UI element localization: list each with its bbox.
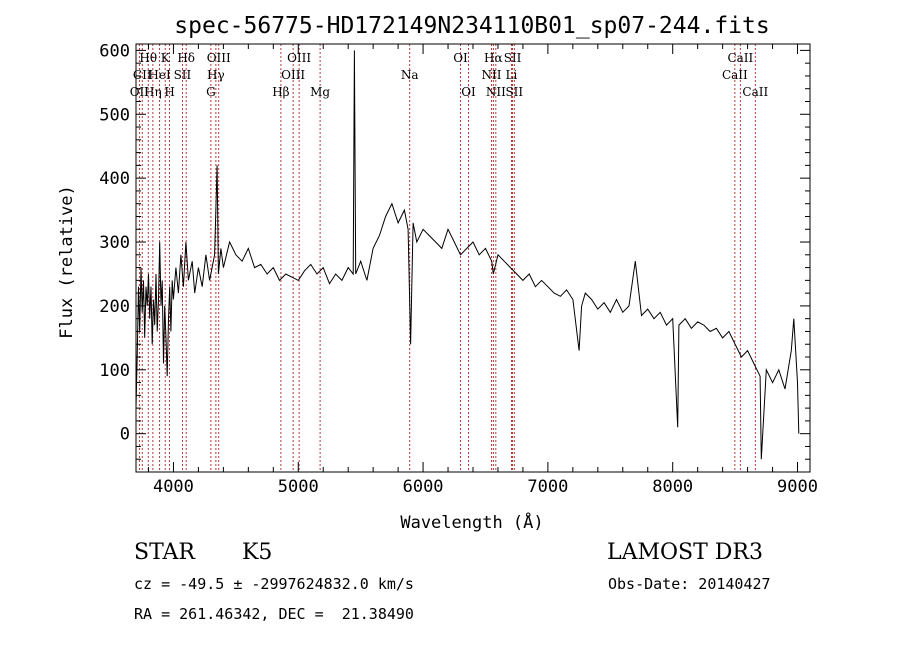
line-label-6: H: [164, 85, 174, 99]
line-label-4: HeI: [148, 68, 171, 82]
y-tick-label-5: 500: [99, 105, 130, 125]
x-axis-label: Wavelength (Å): [400, 511, 543, 533]
x-tick-label-4: 8000: [652, 477, 693, 497]
line-label-11: OIII: [207, 51, 231, 65]
line-label-15: Mg: [310, 85, 330, 99]
survey-name: LAMOST DR3: [607, 540, 763, 565]
y-tick-label-6: 600: [99, 41, 130, 61]
line-label-9: G: [206, 85, 216, 99]
line-label-5: K: [161, 51, 171, 65]
line-label-17: OI: [453, 51, 468, 65]
x-tick-label-5: 9000: [777, 477, 818, 497]
redshift-text: cz = -49.5 ± -2997624832.0 km/s: [134, 575, 414, 593]
line-label-12: Hβ: [272, 85, 289, 99]
line-label-13: OIII: [281, 68, 305, 82]
x-axis: 4000 5000 6000 7000 8000 9000: [147, 44, 818, 497]
line-label-23: SII: [504, 51, 522, 65]
y-axis-label: Flux (relative): [57, 185, 77, 339]
line-label-20: Hα: [484, 51, 503, 65]
spectral-line-markers: [138, 44, 756, 472]
line-label-19: NII: [481, 68, 501, 82]
line-label-1: CII: [133, 68, 152, 82]
line-label-14: OIII: [287, 51, 311, 65]
spectrum-series: [135, 50, 800, 460]
line-label-16: Na: [401, 68, 419, 82]
object-class: STAR: [134, 540, 195, 565]
line-label-18: OI: [461, 85, 476, 99]
line-label-3: Hη: [144, 85, 162, 99]
line-label-24: SII: [505, 85, 523, 99]
y-tick-label-2: 200: [99, 297, 130, 317]
line-label-26: CaII: [727, 51, 753, 65]
coordinates: RA = 261.46342, DEC = 21.38490: [134, 605, 414, 623]
chart-title: spec-56775-HD172149N234110B01_sp07-244.f…: [174, 13, 769, 39]
plot-frame: [135, 43, 811, 473]
x-tick-label-3: 7000: [527, 477, 568, 497]
line-label-2: Hθ: [139, 51, 157, 65]
x-tick-label-0: 4000: [153, 477, 194, 497]
y-tick-label-4: 400: [99, 169, 130, 189]
obs-date: Obs-Date: 20140427: [608, 575, 771, 593]
x-tick-label-1: 5000: [278, 477, 319, 497]
y-tick-label-1: 100: [99, 361, 130, 381]
y-tick-label-3: 300: [99, 233, 130, 253]
line-label-10: Hγ: [207, 68, 225, 82]
line-label-8: Hδ: [177, 51, 195, 65]
line-label-0: OII: [130, 85, 150, 99]
x-tick-label-2: 6000: [403, 477, 444, 497]
line-label-27: CaII: [742, 85, 768, 99]
line-label-25: CaII: [722, 68, 748, 82]
line-label-22: Li: [506, 68, 518, 82]
spectral-subclass: K5: [242, 540, 273, 565]
y-tick-label-0: 0: [120, 425, 130, 445]
spectral-line-labels: OIICIIHθHηHeIKHSIIHδGHγOIIIHβOIIIOIIIMgN…: [130, 51, 769, 99]
line-label-7: SII: [174, 68, 192, 82]
y-axis: 0 100 200 300 400 500 600: [99, 41, 810, 473]
line-label-21: NII: [486, 85, 506, 99]
